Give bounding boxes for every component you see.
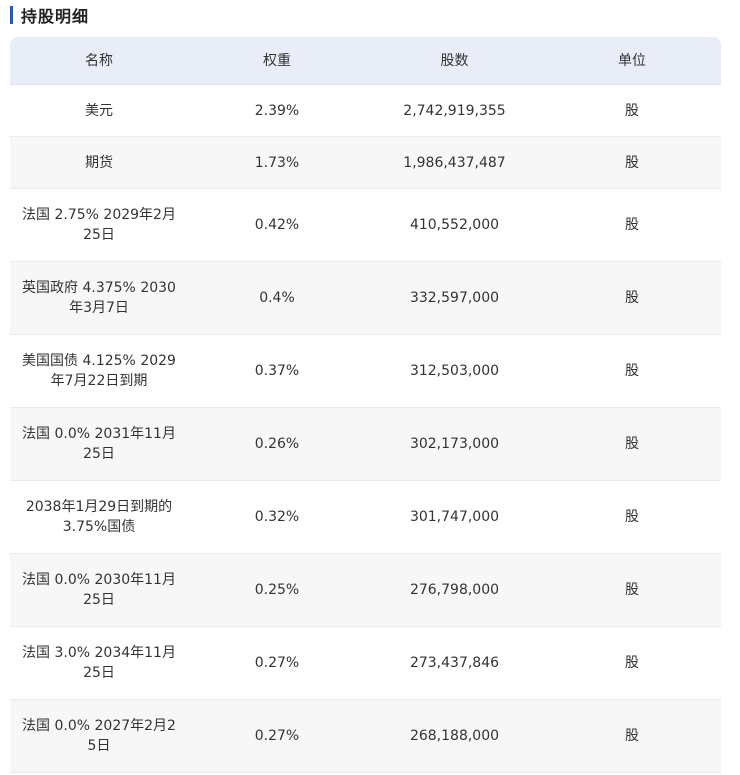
holding-name: 期货 [85, 154, 113, 171]
holding-name: 美元 [85, 102, 113, 119]
holdings-table: 名称 权重 股数 单位 美元 2.39% 2,742,919,355 股 期货 … [10, 37, 721, 773]
holding-name: 法国 0.0% 2031年11月25日 [22, 426, 176, 462]
holding-name: 英国政府 4.375% 2030年3月7日 [22, 280, 176, 316]
holding-shares: 2,742,919,355 [403, 102, 506, 119]
column-header-unit: 单位 [618, 52, 646, 69]
table-row: 法国 2.75% 2029年2月25日 0.42% 410,552,000 股 [10, 189, 721, 262]
holding-weight: 0.32% [254, 509, 300, 525]
section-title: 持股明细 [21, 7, 90, 26]
holding-unit: 股 [625, 102, 639, 119]
holding-weight: 0.37% [254, 363, 300, 379]
section-header: 持股明细 [10, 4, 89, 26]
holding-name: 法国 0.0% 2027年2月25日 [22, 718, 176, 754]
holding-unit: 股 [625, 363, 639, 379]
column-header-name: 名称 [85, 52, 113, 69]
table-row: 法国 0.0% 2031年11月25日 0.26% 302,173,000 股 [10, 408, 721, 481]
holding-unit: 股 [625, 217, 639, 233]
holding-weight: 0.42% [254, 217, 300, 233]
title-accent-bar [10, 6, 13, 24]
table-row: 美国国债 4.125% 2029年7月22日到期 0.37% 312,503,0… [10, 335, 721, 408]
holding-unit: 股 [625, 154, 639, 171]
holding-weight: 0.25% [254, 582, 300, 598]
table-row: 2038年1月29日到期的3.75%国债 0.32% 301,747,000 股 [10, 481, 721, 554]
holding-unit: 股 [625, 728, 639, 744]
holding-name: 法国 0.0% 2030年11月25日 [22, 572, 176, 608]
holding-unit: 股 [625, 655, 639, 671]
holding-shares: 302,173,000 [409, 436, 500, 452]
holding-shares: 332,597,000 [409, 290, 500, 306]
holding-shares: 312,503,000 [409, 363, 500, 379]
holding-shares: 410,552,000 [409, 217, 500, 233]
holding-shares: 268,188,000 [409, 728, 500, 744]
column-header-weight: 权重 [263, 52, 291, 69]
holding-weight: 0.27% [254, 655, 300, 671]
holding-shares: 276,798,000 [409, 582, 500, 598]
holding-weight: 0.4% [259, 290, 295, 306]
holding-weight: 1.73% [254, 154, 300, 171]
holding-shares: 273,437,846 [409, 655, 500, 671]
holding-name: 法国 2.75% 2029年2月25日 [22, 207, 176, 243]
holding-name: 美国国债 4.125% 2029年7月22日到期 [22, 353, 176, 389]
holding-weight: 2.39% [254, 102, 300, 119]
holding-shares: 301,747,000 [409, 509, 500, 525]
holding-shares: 1,986,437,487 [403, 154, 506, 171]
holding-unit: 股 [625, 290, 639, 306]
table-row: 法国 3.0% 2034年11月25日 0.27% 273,437,846 股 [10, 627, 721, 700]
table-row: 美元 2.39% 2,742,919,355 股 [10, 85, 721, 137]
holding-unit: 股 [625, 436, 639, 452]
holding-name: 法国 3.0% 2034年11月25日 [22, 645, 176, 681]
column-header-shares: 股数 [440, 52, 469, 69]
table-row: 期货 1.73% 1,986,437,487 股 [10, 137, 721, 189]
holding-weight: 0.26% [254, 436, 300, 452]
table-header: 名称 权重 股数 单位 [10, 37, 721, 85]
holding-unit: 股 [625, 509, 639, 525]
table-row: 法国 0.0% 2030年11月25日 0.25% 276,798,000 股 [10, 554, 721, 627]
holding-unit: 股 [625, 582, 639, 598]
table-row: 英国政府 4.375% 2030年3月7日 0.4% 332,597,000 股 [10, 262, 721, 335]
table-row: 法国 0.0% 2027年2月25日 0.27% 268,188,000 股 [10, 700, 721, 773]
holding-name: 2038年1月29日到期的3.75%国债 [25, 499, 173, 535]
holding-weight: 0.27% [254, 728, 300, 744]
